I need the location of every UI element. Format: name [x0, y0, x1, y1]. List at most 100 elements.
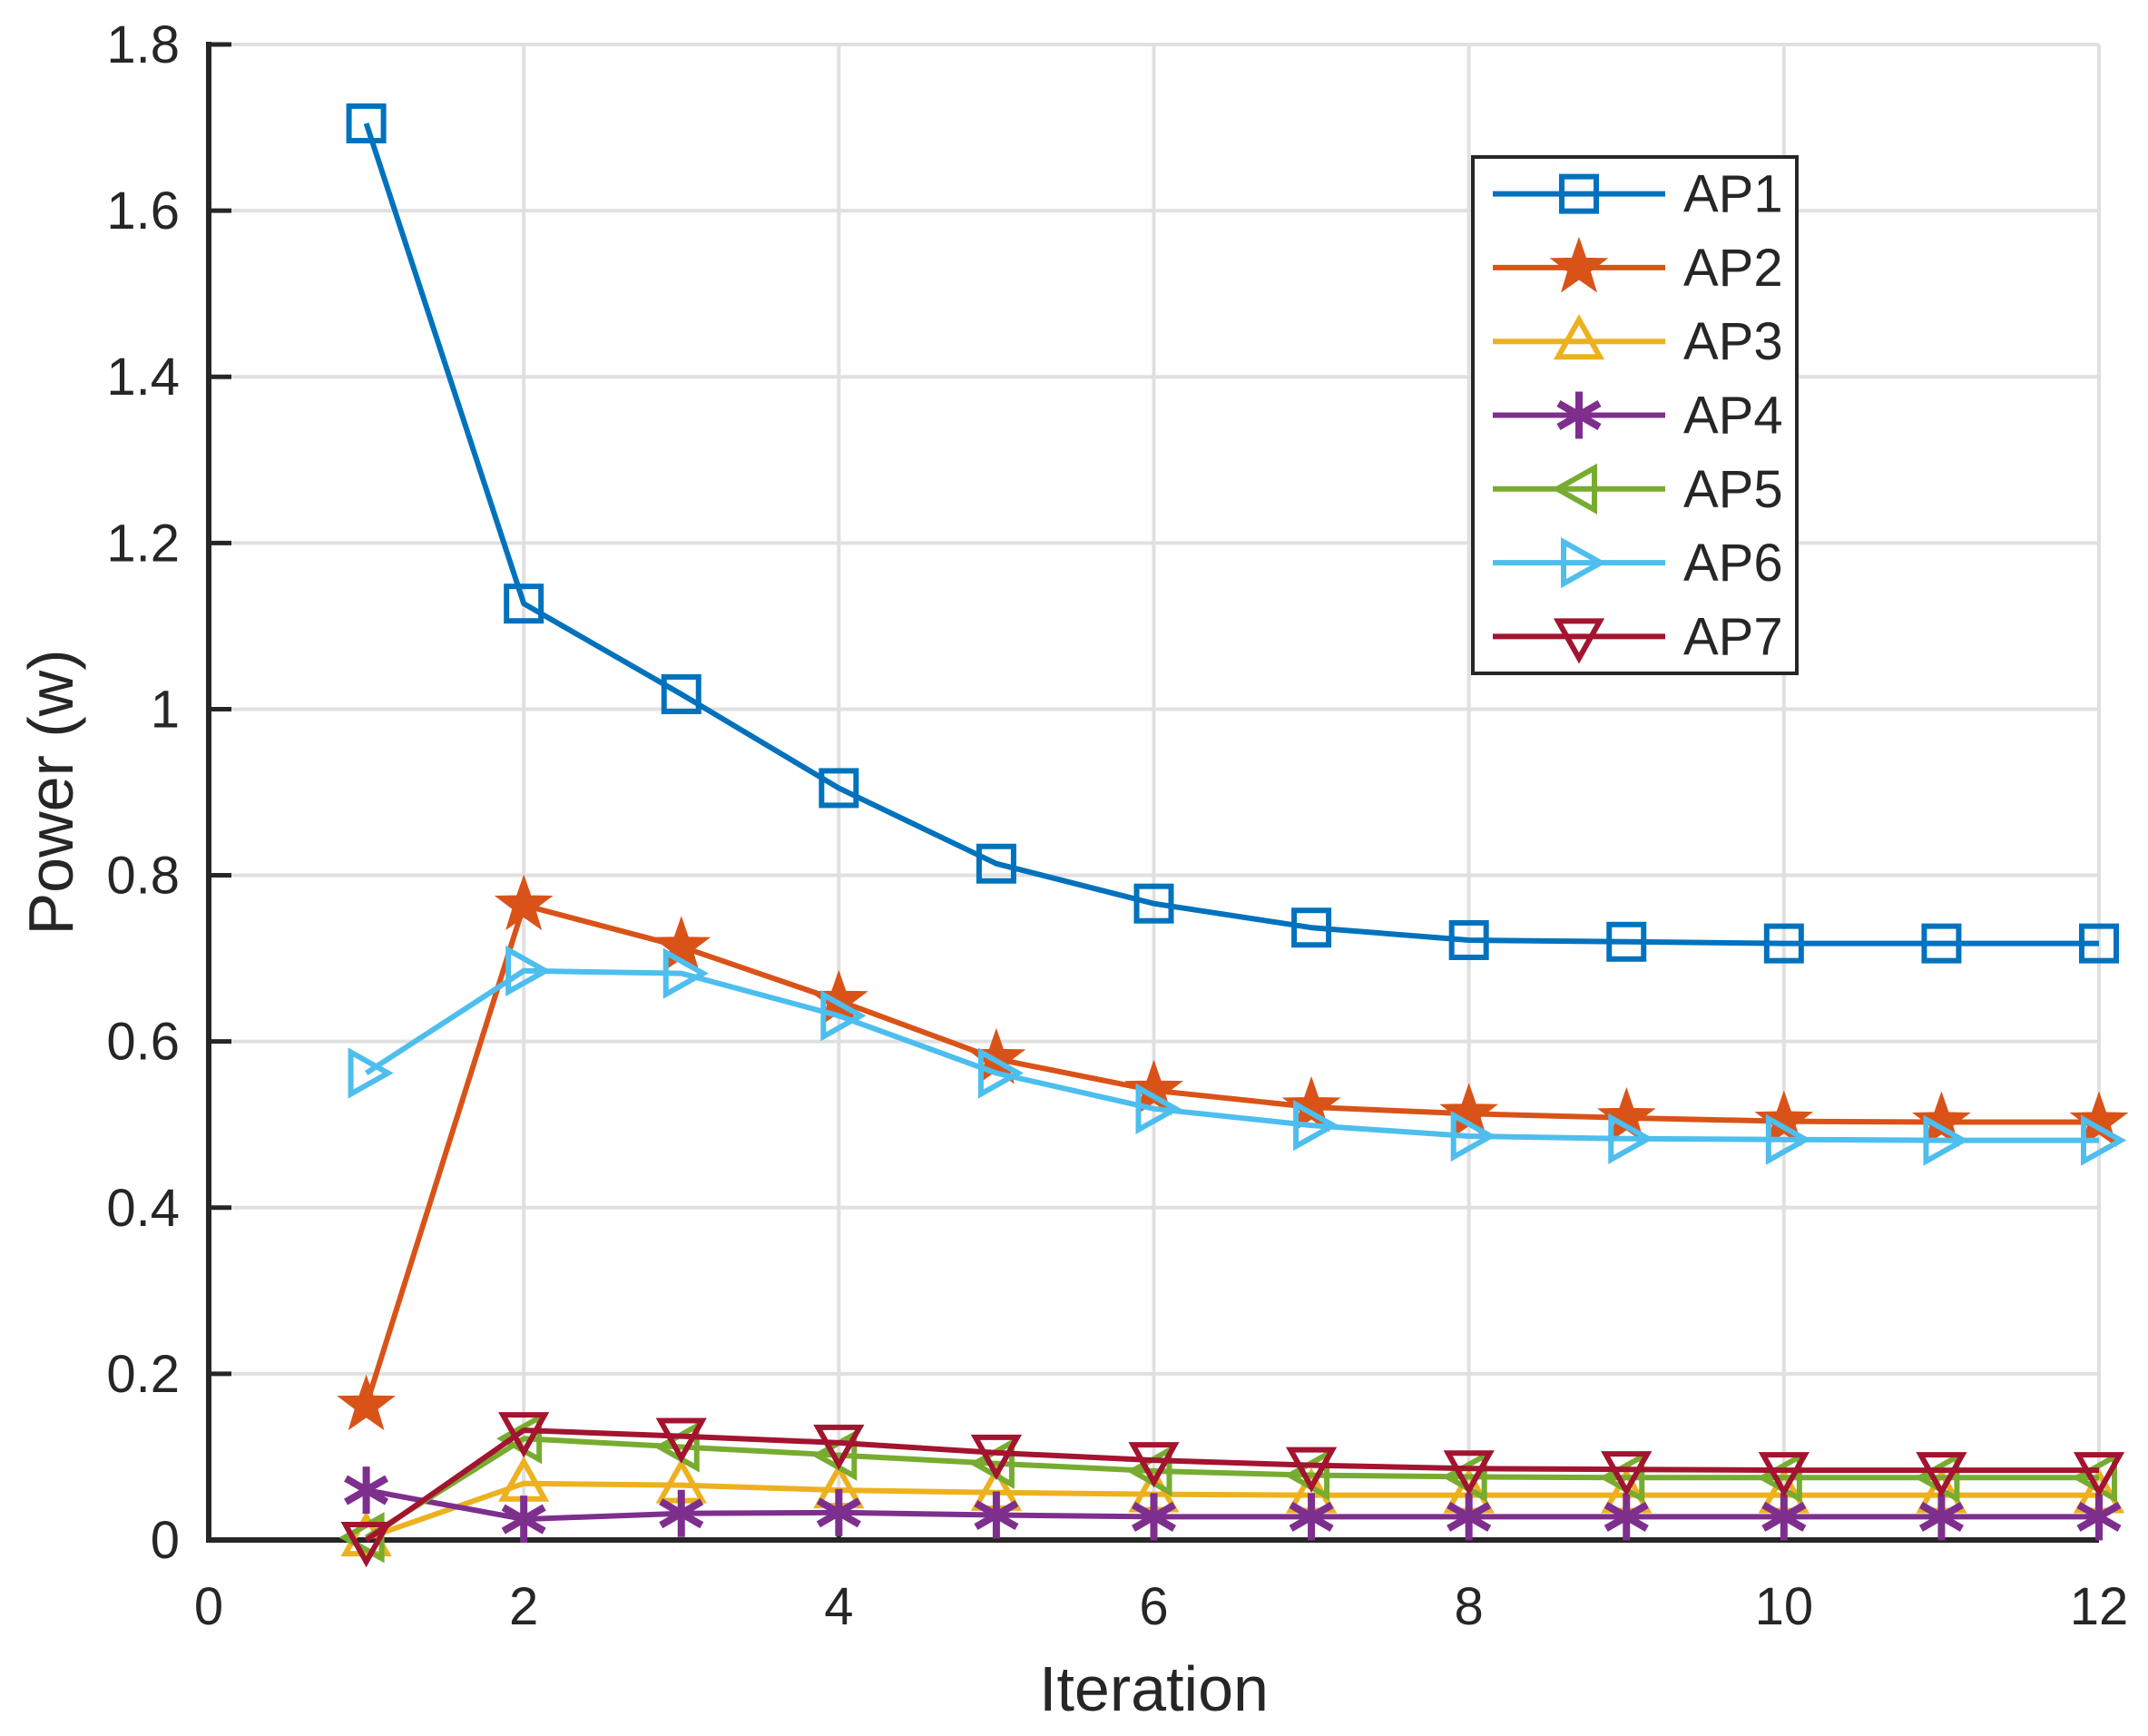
legend-label-AP5: AP5 — [1683, 460, 1783, 519]
legend: AP1 AP2 AP3 AP4 AP5 AP6 AP7 — [1471, 155, 1799, 675]
marker-asterisk-arm — [1131, 1501, 1177, 1532]
x-tick-label-2: 2 — [509, 1577, 538, 1636]
marker-triangle-down — [340, 1522, 392, 1568]
marker-triangle-down — [498, 1412, 550, 1458]
marker-triangle-up — [1553, 314, 1605, 360]
marker-asterisk-arm — [501, 1504, 546, 1535]
legend-item-AP3: AP3 — [1493, 312, 1783, 371]
marker-asterisk-arm — [1556, 400, 1602, 430]
y-tick-label-1.6: 1.6 — [106, 181, 180, 240]
marker-asterisk-arm — [344, 1475, 389, 1506]
marker-pentagram — [2069, 1091, 2129, 1148]
marker-triangle-right — [1450, 1110, 1496, 1162]
marker-pentagram — [337, 1374, 396, 1431]
series-AP2-line — [363, 902, 2099, 1407]
marker-square — [1291, 907, 1332, 948]
x-tick-label-12: 12 — [2070, 1577, 2129, 1636]
legend-item-AP2: AP2 — [1493, 236, 1783, 298]
marker-triangle-down — [1128, 1442, 1180, 1488]
marker-triangle-down — [1443, 1450, 1495, 1496]
marker-square — [346, 103, 387, 143]
grid-lines — [209, 43, 2101, 1540]
marker-square — [1606, 921, 1647, 962]
marker-triangle-right — [662, 947, 709, 999]
y-tick-label-0.2: 0.2 — [106, 1345, 180, 1404]
legend-label-AP1: AP1 — [1683, 165, 1783, 224]
marker-asterisk-arm — [974, 1500, 1019, 1530]
series-AP7 — [340, 1412, 2125, 1568]
marker-pentagram — [652, 916, 711, 972]
marker-pentagram — [1912, 1091, 1971, 1148]
marker-triangle-left — [1551, 463, 1597, 515]
marker-square — [1133, 883, 1174, 924]
marker-pentagram — [1124, 1059, 1183, 1116]
marker-triangle-down — [1553, 618, 1605, 664]
series-AP1-line — [363, 123, 2099, 946]
marker-square — [819, 768, 859, 809]
x-tick-label-0: 0 — [194, 1577, 223, 1636]
marker-triangle-right — [1293, 1100, 1339, 1152]
y-tick-label-0.4: 0.4 — [106, 1179, 180, 1238]
tick-labels: 0 2 4 6 8 10 12 0 0.2 0.4 0.6 0.8 1 1.2 1.4 1.6 1.8 — [106, 15, 2128, 1636]
marker-triangle-down — [1916, 1452, 1967, 1498]
series-AP2 — [337, 874, 2129, 1431]
marker-triangle-down — [655, 1417, 707, 1464]
x-tick-label-4: 4 — [824, 1577, 853, 1636]
marker-square — [1763, 923, 1804, 964]
marker-triangle-right — [2081, 1114, 2127, 1166]
marker-triangle-down — [813, 1424, 865, 1471]
legend-label-AP3: AP3 — [1683, 312, 1783, 371]
legend-item-AP6: AP6 — [1493, 534, 1783, 593]
marker-triangle-right — [1923, 1114, 1969, 1166]
marker-square — [661, 673, 701, 714]
marker-triangle-right — [1765, 1113, 1811, 1165]
x-tick-label-6: 6 — [1139, 1577, 1168, 1636]
y-tick-label-1: 1 — [151, 680, 180, 739]
marker-triangle-down — [2073, 1452, 2125, 1498]
x-axis-label: Iteration — [1039, 1653, 1269, 1724]
marker-pentagram — [809, 969, 868, 1026]
y-tick-label-0: 0 — [151, 1511, 180, 1570]
y-tick-label-1.8: 1.8 — [106, 15, 180, 74]
marker-square — [2079, 923, 2119, 964]
y-tick-label-0.8: 0.8 — [106, 847, 180, 906]
legend-label-AP6: AP6 — [1683, 534, 1783, 593]
legend-label-AP7: AP7 — [1683, 607, 1783, 666]
marker-triangle-down — [1758, 1452, 1810, 1498]
marker-square — [1559, 173, 1599, 214]
marker-asterisk-arm — [1289, 1501, 1334, 1532]
marker-asterisk-arm — [659, 1498, 704, 1529]
marker-triangle-right — [820, 990, 867, 1042]
series-AP4-line — [366, 1487, 2099, 1523]
x-tick-label-10: 10 — [1755, 1577, 1814, 1636]
marker-pentagram — [494, 874, 554, 931]
marker-triangle-down — [1285, 1447, 1338, 1493]
marker-pentagram — [1281, 1075, 1341, 1133]
legend-item-AP1: AP1 — [1493, 165, 1783, 224]
marker-triangle-down — [1601, 1451, 1653, 1497]
legend-label-AP4: AP4 — [1683, 387, 1783, 446]
y-tick-label-0.6: 0.6 — [106, 1013, 180, 1072]
marker-asterisk-arm — [816, 1497, 861, 1528]
series-AP6 — [348, 945, 2127, 1166]
series-AP1 — [346, 103, 2119, 964]
marker-triangle-right — [977, 1047, 1025, 1099]
series-AP4 — [344, 1466, 2122, 1544]
legend-item-AP7: AP7 — [1493, 607, 1783, 666]
marker-asterisk-arm — [1604, 1501, 1649, 1532]
y-axis-label: Power (w) — [15, 649, 86, 935]
marker-asterisk-arm — [1761, 1501, 1807, 1532]
data-series — [337, 103, 2129, 1568]
marker-pentagram — [1549, 236, 1609, 293]
marker-asterisk-arm — [1447, 1501, 1492, 1532]
marker-triangle-right — [1135, 1083, 1182, 1134]
marker-pentagram — [1754, 1090, 1814, 1147]
marker-pentagram — [1596, 1086, 1656, 1143]
marker-pentagram — [966, 1027, 1026, 1084]
legend-item-AP4: AP4 — [1493, 387, 1783, 446]
x-tick-label-8: 8 — [1455, 1577, 1484, 1636]
marker-triangle-right — [348, 1047, 394, 1099]
marker-asterisk-arm — [1918, 1501, 1964, 1532]
